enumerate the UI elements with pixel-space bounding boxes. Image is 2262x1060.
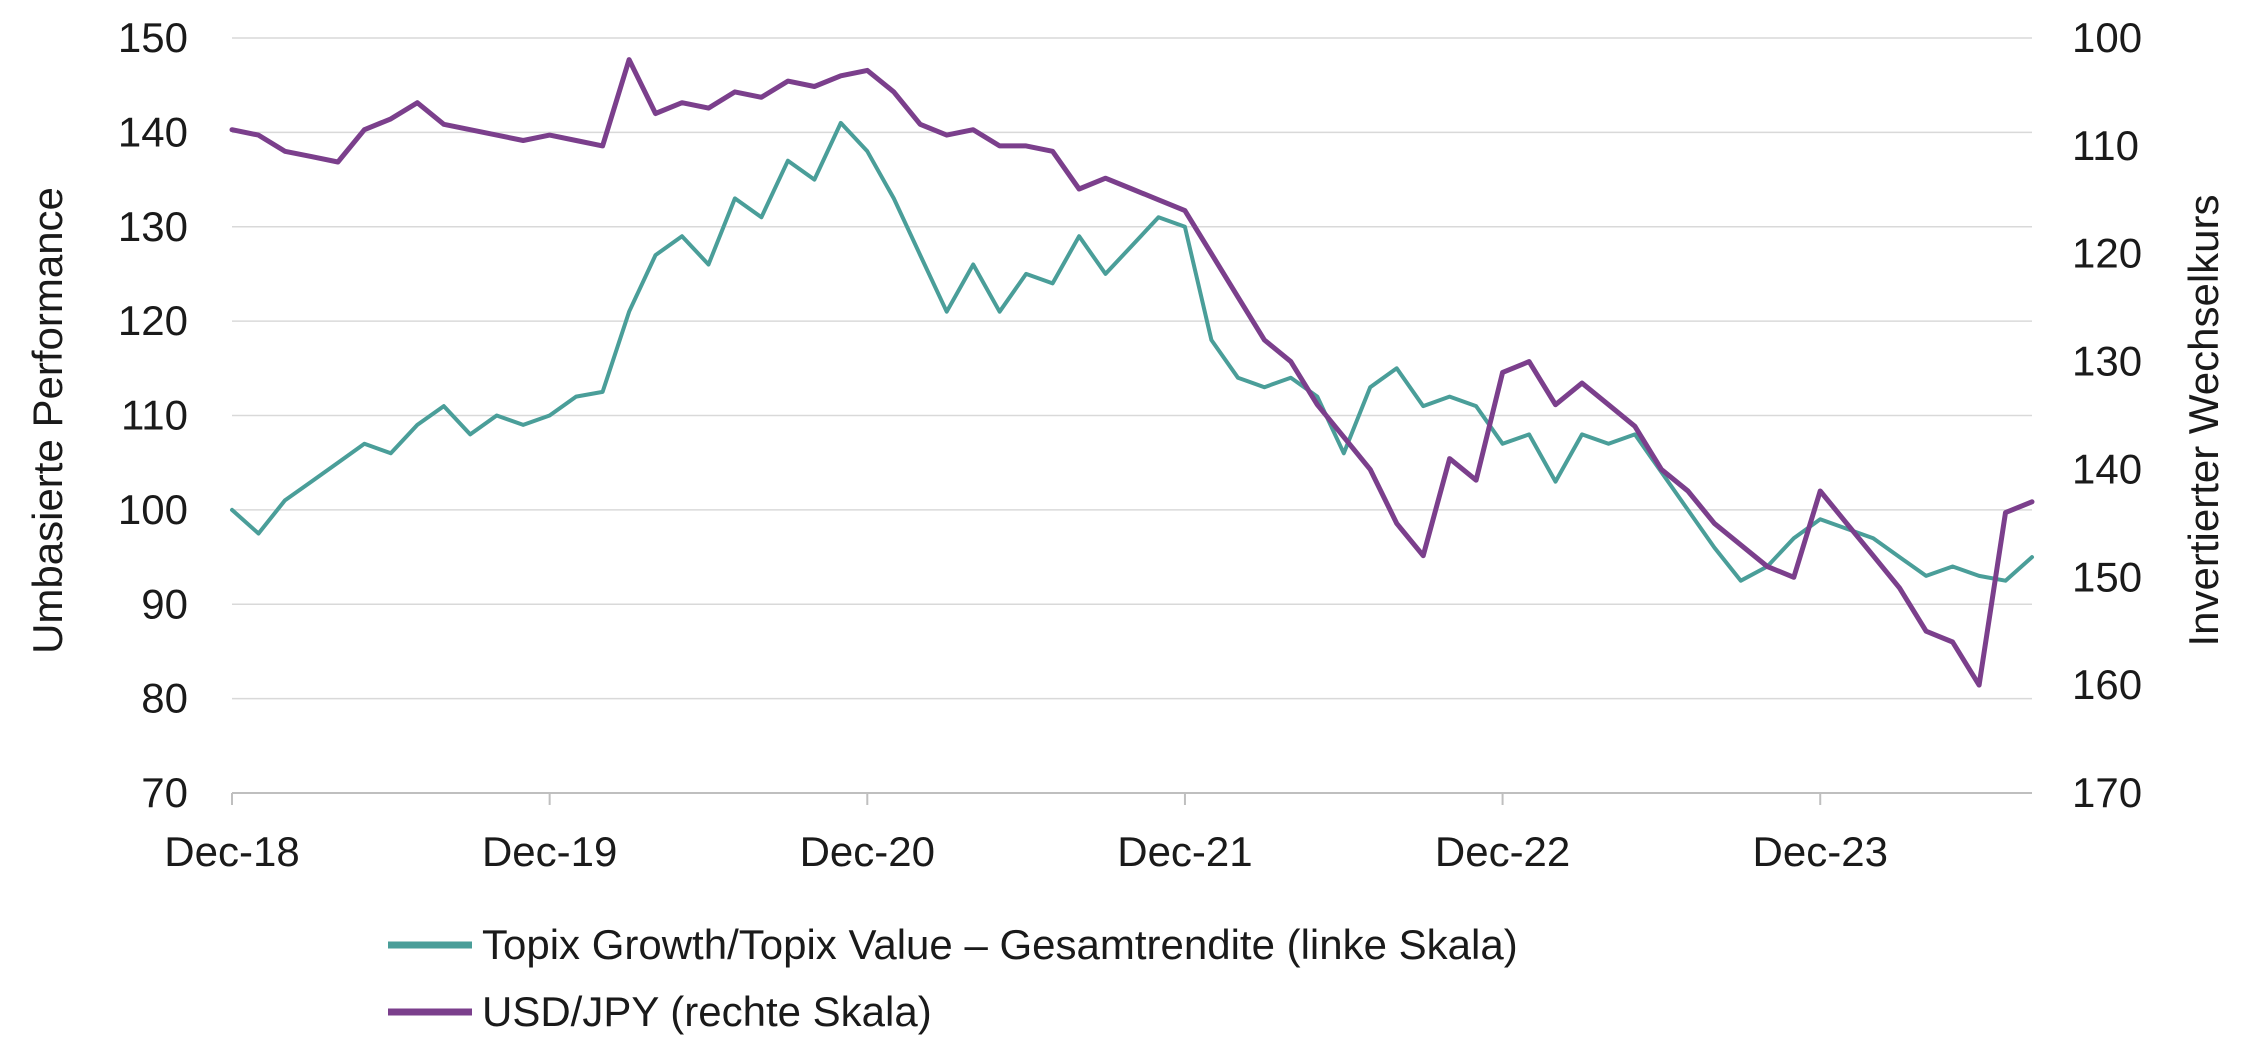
x-tick-label-0: Dec-18 <box>164 828 299 875</box>
left-tick-label-90: 90 <box>141 580 188 627</box>
legend-label-topix: Topix Growth/Topix Value – Gesamtrendite… <box>482 921 1518 968</box>
legend-label-usdjpy: USD/JPY (rechte Skala) <box>482 988 932 1035</box>
x-axis-ticks: Dec-18 Dec-19 Dec-20 Dec-21 Dec-22 Dec-23 <box>164 793 1888 875</box>
left-tick-label-70: 70 <box>141 769 188 816</box>
series-line-topix <box>230 120 2034 583</box>
left-axis-tick-labels: 70 80 90 100 110 120 130 140 150 <box>118 14 188 816</box>
right-tick-label-100: 100 <box>2072 14 2142 61</box>
series-lines <box>229 57 2035 688</box>
left-tick-label-80: 80 <box>141 675 188 722</box>
series-line-usdjpy <box>229 57 2035 688</box>
right-axis-tick-labels: 100 110 120 130 140 150 160 170 <box>2072 14 2142 816</box>
right-tick-label-170: 170 <box>2072 769 2142 816</box>
x-tick-label-3: Dec-21 <box>1117 828 1252 875</box>
left-tick-label-140: 140 <box>118 108 188 155</box>
right-tick-label-110: 110 <box>2072 122 2139 169</box>
x-tick-label-1: Dec-19 <box>482 828 617 875</box>
right-tick-label-150: 150 <box>2072 553 2142 600</box>
right-tick-label-160: 160 <box>2072 661 2142 708</box>
right-tick-label-120: 120 <box>2072 230 2142 277</box>
x-tick-label-4: Dec-22 <box>1435 828 1570 875</box>
x-tick-label-2: Dec-20 <box>800 828 935 875</box>
right-tick-label-140: 140 <box>2072 445 2142 492</box>
left-axis-title: Umbasierte Performance <box>24 187 71 654</box>
left-tick-label-150: 150 <box>118 14 188 61</box>
x-tick-label-5: Dec-23 <box>1753 828 1888 875</box>
left-tick-label-110: 110 <box>121 392 188 439</box>
right-tick-label-130: 130 <box>2072 338 2142 385</box>
right-axis-title: Invertierter Wechselkurs <box>2180 194 2227 646</box>
grid-lines <box>232 37 2032 700</box>
legend: Topix Growth/Topix Value – Gesamtrendite… <box>388 921 1518 1035</box>
left-tick-label-130: 130 <box>118 203 188 250</box>
left-tick-label-120: 120 <box>118 297 188 344</box>
left-tick-label-100: 100 <box>118 486 188 533</box>
